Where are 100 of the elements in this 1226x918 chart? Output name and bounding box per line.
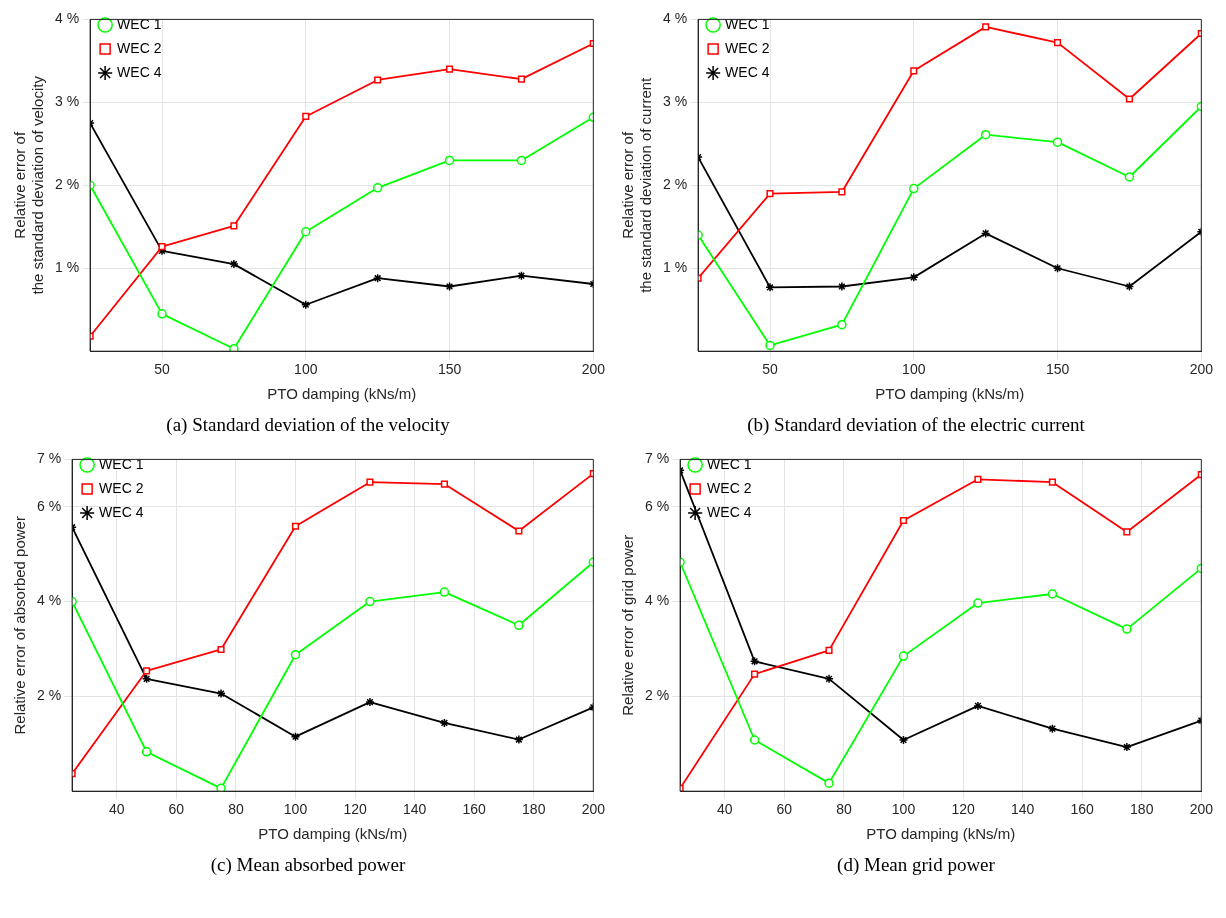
point xyxy=(974,475,982,483)
y-tick-label: 7 % xyxy=(645,450,670,467)
point xyxy=(1047,589,1058,599)
point xyxy=(1124,281,1135,292)
point xyxy=(372,183,383,193)
point xyxy=(899,516,908,525)
point xyxy=(291,522,300,530)
point xyxy=(909,272,919,283)
x-tick-label: 150 xyxy=(437,361,462,378)
x-tick-label: 120 xyxy=(951,801,975,818)
x-tick-label: 120 xyxy=(343,801,367,818)
legend-label: WEC 4 xyxy=(99,503,144,520)
point xyxy=(980,129,991,140)
y-tick-label: 7 % xyxy=(37,450,62,467)
point xyxy=(517,75,526,83)
legend-label: WEC 2 xyxy=(117,39,162,56)
point xyxy=(1122,624,1132,634)
y-axis-title: Relative error of the standard deviation of current xyxy=(619,76,655,293)
point xyxy=(909,183,919,194)
y-axis-title: Relative error of grid power xyxy=(619,534,637,716)
text: (a) Standard deviation of the velocity xyxy=(165,414,451,436)
point xyxy=(301,300,311,310)
point xyxy=(1047,723,1058,734)
point xyxy=(516,155,527,166)
point xyxy=(302,112,310,121)
point xyxy=(1053,39,1062,47)
y-tick-label: 2 % xyxy=(55,176,80,193)
point xyxy=(157,309,167,319)
x-tick-label: 180 xyxy=(1130,801,1154,818)
point xyxy=(1124,172,1135,182)
point xyxy=(230,222,238,230)
legend-label: WEC 1 xyxy=(117,15,162,32)
point xyxy=(516,270,527,281)
x-tick-label: 100 xyxy=(283,801,308,818)
point xyxy=(973,598,983,608)
point xyxy=(290,731,301,742)
legend-label: WEC 4 xyxy=(117,63,162,80)
x-tick-label: 200 xyxy=(1189,801,1214,818)
point xyxy=(751,670,759,678)
point xyxy=(982,23,990,31)
x-axis-title: PTO damping (kNs/m) xyxy=(267,385,417,403)
x-tick-label: 180 xyxy=(522,801,546,818)
point xyxy=(765,340,775,351)
y-tick-label: 4 % xyxy=(645,592,670,609)
point xyxy=(837,281,847,292)
x-tick-label: 100 xyxy=(891,801,916,818)
y-tick-label: 2 % xyxy=(645,687,670,704)
x-tick-label: 200 xyxy=(581,361,606,378)
point xyxy=(365,697,375,707)
point xyxy=(980,228,991,239)
point xyxy=(365,596,375,607)
point xyxy=(439,587,450,597)
point xyxy=(290,649,301,660)
point xyxy=(158,243,166,251)
point xyxy=(440,480,448,488)
legend-label: WEC 1 xyxy=(725,15,770,32)
point xyxy=(838,188,846,196)
y-tick-label: 1 % xyxy=(55,259,80,276)
point xyxy=(766,190,774,198)
point xyxy=(1123,528,1131,536)
x-axis-title: PTO damping (kNs/m) xyxy=(875,385,1025,403)
y-tick-label: 6 % xyxy=(37,497,62,514)
point xyxy=(143,667,151,675)
point xyxy=(216,783,226,792)
x-tick-label: 140 xyxy=(402,801,427,818)
x-tick-label: 200 xyxy=(581,801,606,818)
point xyxy=(372,273,383,283)
point xyxy=(1048,478,1056,486)
x-tick-label: 150 xyxy=(1045,361,1070,378)
point xyxy=(1122,742,1132,752)
legend-label: WEC 2 xyxy=(99,479,144,496)
legend-label: WEC 4 xyxy=(707,503,752,520)
point xyxy=(1052,137,1063,147)
point xyxy=(749,735,760,745)
legend-label: WEC 1 xyxy=(99,455,144,472)
x-axis-title: PTO damping (kNs/m) xyxy=(258,825,408,843)
point xyxy=(216,688,226,699)
x-tick-label: 140 xyxy=(1010,801,1035,818)
y-tick-label: 1 % xyxy=(663,259,688,276)
point xyxy=(825,646,833,654)
text: (c) Mean absorbed power xyxy=(209,854,407,876)
legend-label: WEC 2 xyxy=(725,39,770,56)
point xyxy=(366,478,374,486)
y-tick-label: 2 % xyxy=(37,687,62,704)
text: (d) Mean grid power xyxy=(836,854,996,876)
x-tick-label: 50 xyxy=(762,361,779,378)
y-axis-title: Relative error of the standard deviation of velocity xyxy=(11,75,47,295)
x-tick-label: 40 xyxy=(717,801,733,818)
point xyxy=(444,281,455,292)
point xyxy=(141,674,152,684)
point xyxy=(837,319,847,330)
y-tick-label: 3 % xyxy=(55,93,80,110)
point xyxy=(514,620,524,631)
y-tick-label: 6 % xyxy=(645,497,670,514)
y-tick-label: 2 % xyxy=(663,176,688,193)
x-tick-label: 100 xyxy=(294,361,318,378)
point xyxy=(898,651,909,661)
x-tick-label: 160 xyxy=(1070,801,1095,818)
point xyxy=(301,227,311,237)
x-tick-label: 200 xyxy=(1189,361,1214,378)
